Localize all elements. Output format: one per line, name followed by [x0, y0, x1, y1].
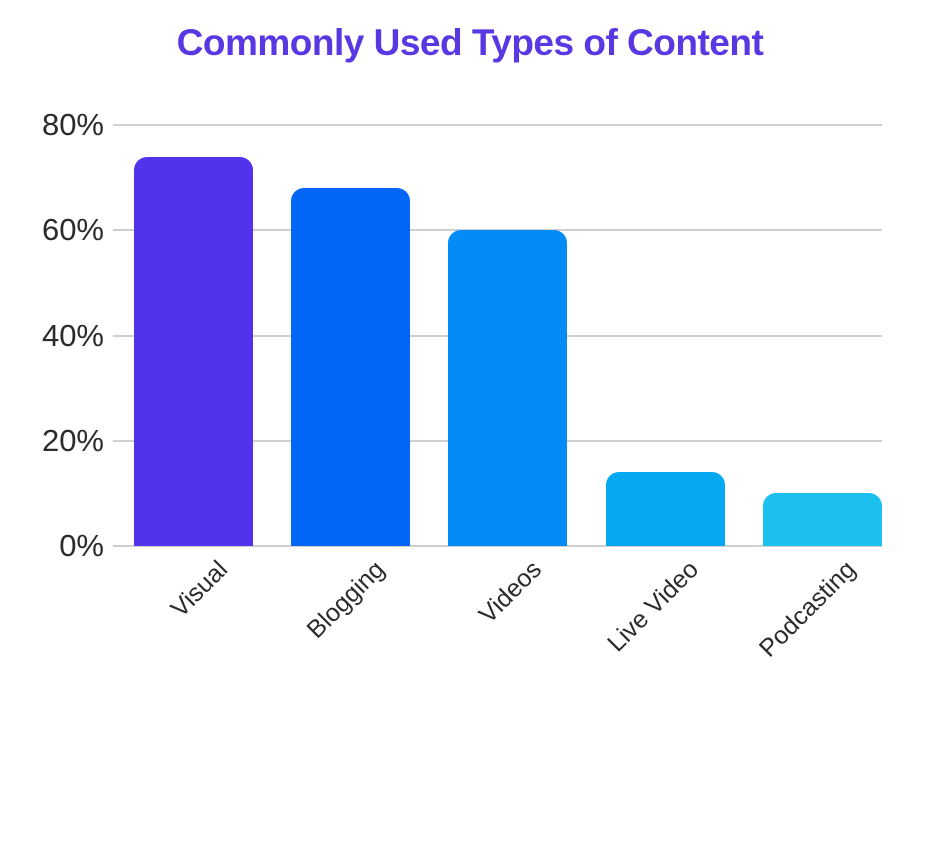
y-tick-label-60: 60% [41, 212, 104, 248]
bar-podcasting [762, 493, 882, 546]
gridline-80 [113, 124, 882, 126]
y-tick-label-0: 0% [59, 528, 104, 563]
y-tick-label-40: 40% [41, 317, 104, 353]
page: Commonly Used Types of Content 0% 20% 40% 6… [41, 22, 882, 663]
gridline-0 [113, 545, 882, 547]
x-label-live-video: Live Video [602, 555, 705, 658]
bar-blogging [291, 188, 411, 546]
bar-videos [448, 230, 568, 546]
y-tick-label-20: 20% [41, 422, 104, 458]
x-label-blogging: Blogging [301, 555, 390, 644]
y-tick-label-80: 80% [41, 107, 104, 142]
bar-live-video [605, 472, 725, 546]
x-label-videos: Videos [473, 555, 547, 629]
chart-title: Commonly Used Types of Content [176, 22, 764, 63]
bar-visual [134, 156, 253, 546]
x-label-podcasting: Podcasting [754, 555, 862, 663]
bar-chart: 0% 20% 40% 60% 80% Visual Blogging Videos Live V… [41, 107, 882, 663]
